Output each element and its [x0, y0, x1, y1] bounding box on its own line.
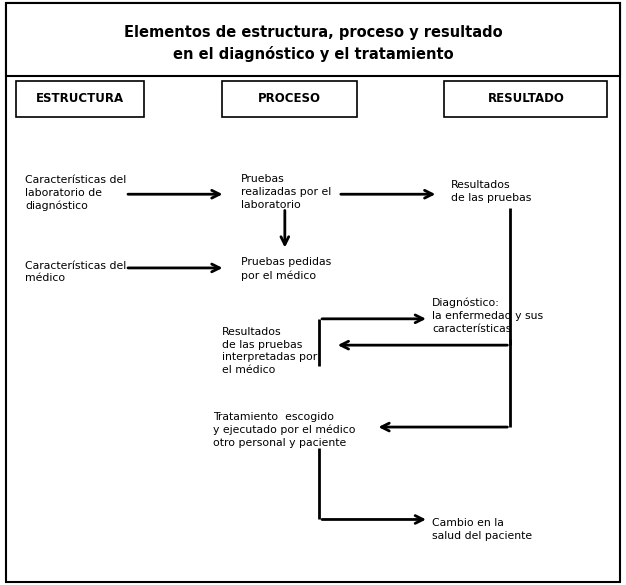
Text: Tratamiento  escogido
y ejecutado por el médico
otro personal y paciente: Tratamiento escogido y ejecutado por el …	[213, 412, 356, 448]
Bar	[16, 81, 144, 117]
Text: Resultados
de las pruebas: Resultados de las pruebas	[451, 181, 531, 203]
Bar	[444, 81, 607, 117]
Text: en el diagnóstico y el tratamiento: en el diagnóstico y el tratamiento	[173, 46, 453, 62]
Text: RESULTADO: RESULTADO	[488, 92, 564, 105]
Text: ESTRUCTURA: ESTRUCTURA	[36, 92, 124, 105]
Text: Resultados
de las pruebas
interpretadas por
el médico: Resultados de las pruebas interpretadas …	[222, 327, 317, 375]
Text: Características del
laboratorio de
diagnóstico: Características del laboratorio de diagn…	[25, 175, 126, 211]
Text: Características del
médico: Características del médico	[25, 261, 126, 283]
Text: Diagnóstico:
la enfermedad y sus
características: Diagnóstico: la enfermedad y sus caracte…	[432, 298, 543, 334]
Text: Pruebas
realizadas por el
laboratorio: Pruebas realizadas por el laboratorio	[241, 174, 331, 209]
Text: PROCESO: PROCESO	[258, 92, 321, 105]
Bar	[6, 3, 620, 76]
Text: Cambio en la
salud del paciente: Cambio en la salud del paciente	[432, 518, 532, 541]
Text: Elementos de estructura, proceso y resultado: Elementos de estructura, proceso y resul…	[124, 25, 502, 40]
Text: Pruebas pedidas
por el médico: Pruebas pedidas por el médico	[241, 257, 331, 281]
Bar	[222, 81, 357, 117]
